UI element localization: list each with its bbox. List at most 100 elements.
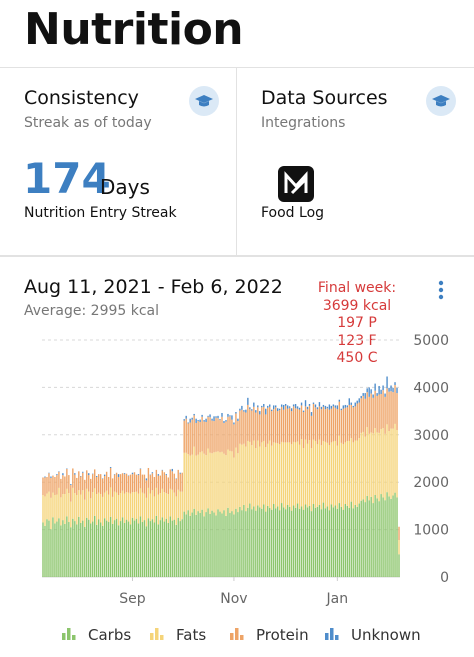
info-button[interactable] <box>426 86 456 116</box>
bar-segment <box>334 405 337 408</box>
bar-segment <box>74 521 76 577</box>
bar-segment <box>348 398 350 405</box>
bar-segment <box>90 498 92 524</box>
bar-segment <box>336 508 339 577</box>
bar-segment <box>251 410 253 446</box>
bar-segment <box>68 493 70 523</box>
bar-segment <box>278 410 281 445</box>
bar-segment <box>66 468 68 489</box>
bar-segment <box>286 408 289 443</box>
bar-segment <box>378 394 380 433</box>
bar-segment <box>394 423 396 493</box>
bar-segment <box>155 487 158 516</box>
y-tick-label: 4000 <box>413 380 449 396</box>
bar-segment <box>147 518 150 577</box>
bar-segment <box>225 515 227 577</box>
bar-segment <box>263 440 265 505</box>
bar-segment <box>356 440 358 507</box>
x-tick-label: Jan <box>326 591 349 607</box>
bar-segment <box>221 513 223 577</box>
bar-segment <box>318 439 321 505</box>
bar-segment <box>213 452 215 513</box>
bar-segment <box>78 490 80 517</box>
bar-segment <box>199 422 201 453</box>
bar-segment <box>276 411 279 444</box>
bar-segment <box>280 503 283 577</box>
bar-segment <box>243 443 245 505</box>
bar-segment <box>274 407 277 443</box>
bar-segment <box>358 438 360 504</box>
bar-segment <box>288 407 291 443</box>
bar-segment <box>209 513 211 577</box>
bar-segment <box>175 478 177 497</box>
bar-segment <box>163 492 166 522</box>
bar-segment <box>185 415 187 419</box>
bar-segment <box>261 405 263 408</box>
bar-segment <box>109 516 112 577</box>
bar-segment <box>201 509 203 577</box>
bar-segment <box>386 388 388 425</box>
bar-segment <box>151 473 154 491</box>
bar-segment <box>346 407 348 441</box>
bar-segment <box>376 395 378 433</box>
bar-segment <box>66 516 68 577</box>
bar-segment <box>58 471 60 488</box>
bar-segment <box>113 520 116 577</box>
bar-segment <box>362 499 364 577</box>
bar-segment <box>316 409 319 445</box>
menu-button[interactable] <box>433 280 449 302</box>
x-tick-label: Nov <box>220 591 247 607</box>
bar-segment <box>284 403 287 406</box>
bar-segment <box>320 509 323 577</box>
bar-segment <box>376 498 378 577</box>
bar-segment <box>161 470 164 489</box>
bar-segment <box>78 516 80 577</box>
bar-segment <box>44 477 46 497</box>
bar-segment <box>368 500 370 577</box>
bar-segment <box>165 518 168 577</box>
bar-segment <box>84 499 86 527</box>
bar-segment <box>191 512 193 577</box>
bar-segment <box>209 414 211 418</box>
bar-segment <box>296 408 299 442</box>
source-name[interactable]: Food Log <box>261 205 325 221</box>
bar-segment <box>284 442 287 510</box>
bar-segment <box>247 507 249 577</box>
bar-segment <box>187 423 189 455</box>
bar-segment <box>167 477 169 495</box>
page-title: Nutrition <box>24 4 244 55</box>
bar-segment <box>107 494 110 523</box>
bar-segment <box>205 455 207 513</box>
bar-segment <box>58 518 60 577</box>
bar-segment <box>300 439 303 507</box>
bar-segment <box>189 422 191 456</box>
bar-segment <box>294 507 297 577</box>
bar-segment <box>145 478 148 481</box>
legend-icon <box>150 633 154 640</box>
info-button[interactable] <box>189 86 219 116</box>
bar-segment <box>324 441 327 509</box>
bar-segment <box>80 476 82 495</box>
bar-segment <box>179 491 181 522</box>
bar-segment <box>95 524 98 577</box>
bar-segment <box>300 405 303 440</box>
bar-segment <box>318 504 321 577</box>
food-log-icon[interactable] <box>278 166 314 202</box>
bar-segment <box>288 442 291 507</box>
bar-segment <box>290 444 293 511</box>
bar-segment <box>350 438 352 502</box>
bar-segment <box>298 444 301 509</box>
bar-segment <box>239 443 241 507</box>
bar-segment <box>115 492 118 519</box>
bar-segment <box>187 422 189 424</box>
bar-segment <box>143 493 146 521</box>
bar-segment <box>133 492 136 521</box>
card-subtitle: Streak as of today <box>24 115 152 131</box>
bar-segment <box>167 522 169 577</box>
bar-segment <box>109 487 112 517</box>
bar-segment <box>233 422 235 425</box>
bar-segment <box>129 524 132 577</box>
bar-segment <box>151 490 154 520</box>
bar-segment <box>147 467 150 488</box>
bar-segment <box>58 487 60 519</box>
